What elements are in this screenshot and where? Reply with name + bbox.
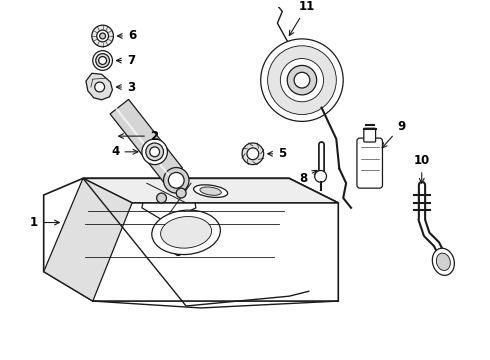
Ellipse shape — [432, 248, 454, 275]
Circle shape — [294, 72, 310, 88]
Text: 7: 7 — [117, 54, 135, 67]
Ellipse shape — [161, 216, 212, 248]
Text: 9: 9 — [382, 120, 405, 148]
Circle shape — [146, 143, 164, 161]
Circle shape — [95, 82, 104, 92]
Circle shape — [150, 147, 160, 157]
Circle shape — [97, 30, 108, 42]
FancyBboxPatch shape — [364, 128, 376, 142]
Circle shape — [242, 143, 264, 165]
Polygon shape — [86, 73, 112, 100]
Text: 1: 1 — [30, 216, 59, 229]
Polygon shape — [110, 99, 183, 183]
Circle shape — [268, 0, 277, 1]
Circle shape — [176, 188, 186, 198]
Circle shape — [98, 57, 106, 64]
Circle shape — [280, 59, 323, 102]
Circle shape — [247, 148, 259, 160]
Text: 3: 3 — [117, 81, 135, 94]
Polygon shape — [44, 178, 132, 301]
Ellipse shape — [152, 210, 220, 255]
Circle shape — [287, 66, 317, 95]
Circle shape — [157, 193, 167, 203]
Text: 5: 5 — [268, 147, 287, 160]
Circle shape — [169, 172, 184, 188]
FancyBboxPatch shape — [357, 138, 383, 188]
Text: 11: 11 — [289, 0, 315, 36]
Circle shape — [261, 39, 343, 121]
Text: 10: 10 — [414, 154, 430, 183]
Text: 4: 4 — [111, 145, 138, 158]
Circle shape — [99, 33, 105, 39]
Circle shape — [92, 25, 113, 47]
Polygon shape — [83, 178, 338, 203]
Circle shape — [93, 51, 112, 70]
Polygon shape — [44, 178, 338, 301]
Polygon shape — [142, 180, 196, 222]
Text: 8: 8 — [299, 171, 317, 185]
Ellipse shape — [436, 253, 450, 270]
Circle shape — [268, 46, 336, 114]
Circle shape — [96, 54, 109, 67]
Ellipse shape — [200, 187, 221, 195]
Text: 2: 2 — [119, 130, 158, 143]
Ellipse shape — [194, 185, 228, 197]
Text: 6: 6 — [118, 30, 136, 42]
Circle shape — [142, 139, 168, 165]
Circle shape — [164, 167, 189, 193]
Circle shape — [315, 171, 326, 182]
